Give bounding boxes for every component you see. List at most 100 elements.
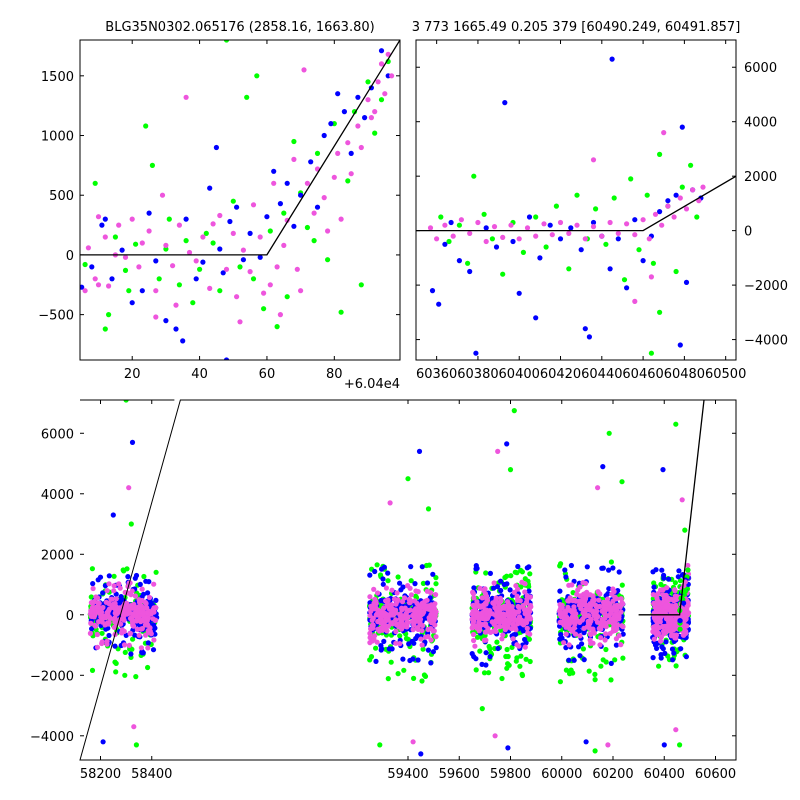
bottom-point [580, 602, 586, 608]
top-right-point [533, 315, 539, 321]
panel-bottom: 58200 58400 59400 59600 59800 60000 60200 60400… [30, 399, 737, 782]
bottom-point [400, 656, 406, 662]
bottom-point [513, 583, 519, 589]
bottom-point [651, 584, 657, 590]
bottom-point [503, 653, 509, 660]
bottom-point [526, 636, 533, 642]
top-left-point [159, 192, 166, 198]
top-left-point [378, 48, 385, 54]
panel-top-right-plot: 60360 60380 60400 60420 60440 60460 60480 60500… [415, 39, 788, 382]
bottom-point [395, 671, 401, 677]
bottom-point [491, 580, 497, 586]
bottom-point [139, 618, 145, 624]
bottom-x-tick-label: 59600 [439, 767, 480, 782]
top-left-point [335, 150, 341, 156]
top-left-point [311, 238, 317, 244]
top-left-point [173, 302, 179, 308]
bottom-point [497, 595, 503, 602]
bottom-point [425, 647, 431, 653]
bottom-point [420, 580, 426, 587]
bottom-point [658, 615, 664, 621]
top-left-point [173, 326, 179, 332]
bottom-point [599, 616, 605, 623]
bottom-point [614, 613, 620, 620]
bottom-x-tick-label: 60200 [592, 767, 633, 782]
top-right-point [648, 274, 655, 280]
bottom-point [664, 623, 670, 629]
bottom-point [104, 620, 111, 626]
bottom-point [513, 631, 519, 637]
top-right-point [644, 192, 650, 198]
bottom-point [522, 644, 528, 650]
top-right-point [473, 350, 479, 356]
bottom-point [493, 598, 499, 604]
bottom-point [616, 633, 622, 639]
bottom-point [483, 650, 489, 656]
top-right-point [615, 236, 621, 242]
top-right-point [427, 225, 434, 231]
bottom-points [87, 400, 705, 757]
top-right-point [526, 214, 533, 220]
top-left-point [284, 294, 290, 300]
bottom-point [673, 597, 679, 603]
bottom-point [471, 585, 477, 591]
bottom-x-tick-label: 60400 [644, 767, 685, 782]
bottom-point [614, 596, 620, 602]
top-right-point [607, 266, 613, 272]
bottom-point [432, 622, 438, 628]
top-left-point [230, 198, 236, 204]
top-right-point [673, 268, 679, 275]
bottom-point [618, 596, 624, 602]
bottom-point [89, 667, 96, 674]
top-left-point [372, 109, 378, 115]
bottom-point [379, 646, 385, 652]
bottom-point [501, 623, 507, 630]
top-right-point [574, 192, 580, 198]
top-left-point [314, 204, 321, 210]
top-right-axes-frame [415, 39, 737, 361]
bottom-point [567, 671, 573, 677]
top-right-y-tick-label: 0 [744, 225, 752, 240]
bottom-point [608, 677, 614, 683]
bottom-point [482, 586, 488, 592]
bottom-point [651, 636, 657, 642]
top-left-point [210, 221, 216, 227]
top-right-x-tick-label: 60380 [457, 367, 498, 382]
top-left-point [328, 121, 334, 127]
top-left-point [153, 314, 159, 320]
top-left-point [274, 264, 280, 270]
top-left-point [234, 204, 240, 210]
bottom-point [663, 629, 669, 636]
bottom-point [409, 618, 416, 625]
top-right-point [489, 236, 495, 242]
bottom-point [587, 602, 593, 608]
bottom-point [615, 622, 621, 628]
bottom-point [682, 527, 688, 533]
bottom-point [491, 585, 497, 591]
top-left-y-tick-label: 1000 [41, 130, 74, 145]
top-left-point [82, 288, 88, 294]
bottom-point [612, 657, 618, 663]
top-right-point [640, 217, 646, 223]
top-left-point [362, 115, 368, 121]
top-right-point [657, 309, 663, 315]
bottom-point [379, 620, 385, 626]
bottom-point [473, 566, 479, 572]
bottom-point [111, 573, 117, 579]
bottom-y-tick-label: 4000 [41, 488, 74, 503]
top-right-point [547, 222, 553, 228]
top-right-point [543, 244, 549, 250]
bottom-point [415, 589, 421, 595]
bottom-point [422, 673, 429, 680]
bottom-point [526, 564, 532, 570]
top-left-point [102, 326, 108, 332]
top-right-point [491, 224, 498, 230]
bottom-point [656, 625, 662, 631]
top-right-point [475, 219, 481, 226]
top-left-point [378, 97, 385, 103]
top-left-point [389, 73, 395, 79]
bottom-point [122, 649, 128, 656]
top-right-point [471, 173, 477, 179]
bottom-point [483, 593, 490, 599]
bottom-point [123, 632, 129, 639]
